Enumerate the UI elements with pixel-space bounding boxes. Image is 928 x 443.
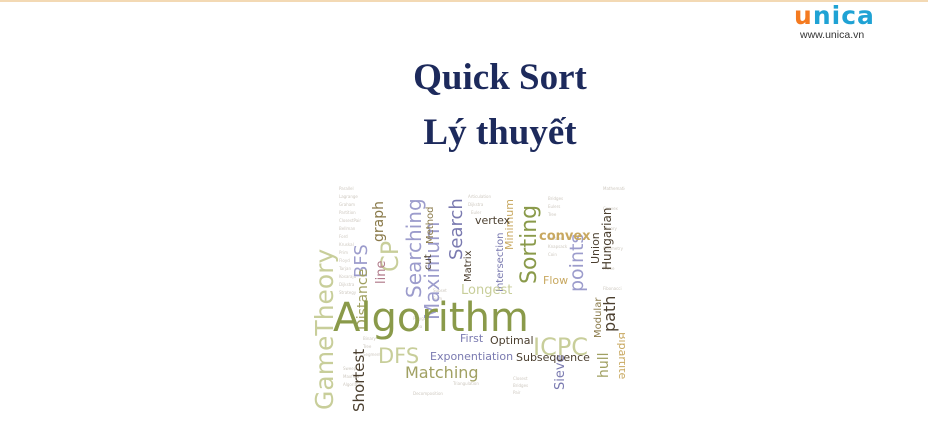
cloud-word: Longest (461, 283, 512, 298)
svg-text:Convex: Convex (603, 206, 619, 211)
svg-text:Tree: Tree (362, 344, 372, 349)
svg-text:Binary: Binary (363, 336, 376, 341)
cloud-word: GameTheory (310, 249, 339, 410)
svg-text:Eulers: Eulers (548, 204, 560, 209)
cloud-word: Subsequence (516, 351, 590, 364)
logo-letter: u (794, 1, 813, 30)
cloud-word: graph (371, 201, 387, 242)
svg-text:Lagrange: Lagrange (339, 194, 358, 199)
cloud-word: Search (446, 198, 467, 260)
unica-logo[interactable]: unica www.unica.vn (794, 2, 894, 42)
svg-text:Algorithm: Algorithm (343, 382, 363, 387)
svg-text:Prime: Prime (603, 266, 615, 271)
svg-text:Parallel: Parallel (339, 186, 354, 191)
svg-text:Kruskal: Kruskal (339, 242, 354, 247)
cloud-word: Method (425, 206, 436, 244)
cloud-word: Shortest (350, 349, 368, 412)
top-accent-line (0, 0, 928, 2)
logo-url: www.unica.vn (800, 29, 865, 41)
svg-text:Dijkstra: Dijkstra (339, 282, 355, 287)
cloud-word: DFS (378, 344, 419, 368)
svg-text:Tree: Tree (547, 212, 557, 217)
svg-text:ClosestPair: ClosestPair (339, 218, 361, 223)
svg-text:Articulation: Articulation (468, 194, 491, 199)
cloud-word: Union (589, 232, 602, 264)
svg-text:Prim: Prim (339, 250, 348, 255)
svg-text:Bridges: Bridges (513, 383, 528, 388)
cloud-word: CP (376, 241, 404, 272)
logo-letter: a (857, 1, 875, 30)
svg-text:Tarjan: Tarjan (338, 266, 351, 271)
svg-text:Segment: Segment (363, 352, 381, 357)
cloud-word: ICPC (533, 333, 588, 361)
svg-text:Area: Area (413, 324, 423, 329)
svg-text:Coin: Coin (548, 252, 557, 257)
svg-text:Ford: Ford (339, 234, 348, 239)
cloud-word: Exponentiation (430, 350, 513, 363)
logo-wordmark: unica (794, 2, 875, 30)
cloud-word: Modular (593, 297, 604, 338)
cloud-word: Matrix (463, 250, 474, 282)
cloud-word: hull (596, 352, 612, 378)
svg-text:Pair: Pair (513, 390, 521, 395)
cloud-word: points (566, 234, 588, 292)
svg-text:Maxflow: Maxflow (343, 374, 360, 379)
svg-text:Triangulation: Triangulation (452, 381, 479, 386)
logo-letter: n (812, 1, 832, 30)
cloud-word: line (374, 261, 389, 284)
cloud-word: Hungarian (600, 208, 614, 270)
svg-text:Strategy: Strategy (339, 290, 357, 295)
svg-text:Knapsack: Knapsack (548, 244, 568, 249)
cloud-word: vertex (475, 214, 511, 227)
cloud-word: path (600, 296, 619, 332)
svg-text:Sweep: Sweep (343, 366, 357, 371)
cloud-word: Sorting (517, 205, 542, 284)
cloud-word: Optimal (490, 334, 534, 347)
svg-text:Subset: Subset (433, 288, 447, 293)
cloud-word: Searching (402, 198, 426, 298)
svg-text:Kosaraju: Kosaraju (339, 274, 357, 279)
cloud-word: Intersection (495, 233, 506, 293)
cloud-word: Sieve (553, 354, 568, 390)
svg-text:Decomposition: Decomposition (413, 391, 443, 396)
logo-letter: i (831, 1, 842, 30)
cloud-word: Minimum (503, 199, 516, 250)
svg-text:Floyd: Floyd (339, 258, 350, 263)
cloud-word: BFS (351, 244, 372, 278)
cloud-word: Flow (543, 274, 568, 287)
svg-text:Partition: Partition (339, 210, 356, 215)
svg-text:Bridges: Bridges (548, 196, 563, 201)
cloud-word: Distance (355, 269, 371, 330)
logo-letter: c (841, 1, 858, 30)
svg-text:Theory: Theory (602, 226, 618, 231)
svg-text:Dijkstra: Dijkstra (468, 202, 484, 207)
cloud-word: First (460, 332, 484, 345)
slide-title-line1: Quick Sort (413, 57, 587, 98)
svg-text:Problem: Problem (548, 236, 564, 241)
slide-title-line2: Lý thuyết (423, 112, 577, 153)
svg-text:Fibonacci: Fibonacci (603, 286, 622, 291)
svg-text:Mathematical: Mathematical (603, 186, 625, 191)
cloud-word: Maximum (420, 221, 444, 320)
cloud-word: cut (423, 254, 434, 270)
svg-text:Geometry: Geometry (603, 246, 624, 251)
svg-text:Graham: Graham (339, 202, 355, 207)
svg-text:Euler: Euler (471, 210, 482, 215)
svg-text:Polygon: Polygon (413, 316, 429, 321)
svg-text:Bellman: Bellman (339, 226, 356, 231)
svg-text:Closest: Closest (513, 376, 528, 381)
cloud-word: Algorithm (333, 295, 529, 341)
svg-text:Sum: Sum (433, 296, 442, 301)
cloud-word: Matching (405, 363, 479, 382)
cloud-word: Bipartite (616, 332, 625, 380)
cloud-word: convex (539, 229, 591, 244)
